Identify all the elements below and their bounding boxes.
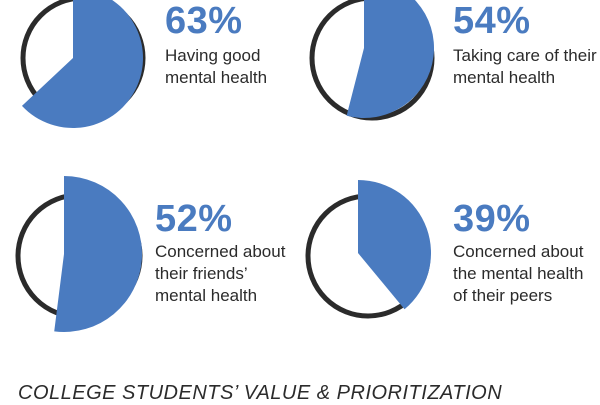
stat-label-3-line-3: mental health (155, 286, 258, 305)
stat-label-4-line-3: of their peers (453, 286, 553, 305)
stat-label-3-line-1: Concerned about (155, 242, 286, 261)
stat-label-2-line-1: Taking care of their (453, 46, 597, 65)
stat-label-1-line-1: Having good (165, 46, 261, 65)
pie-slice-4 (358, 180, 432, 310)
footer-title: COLLEGE STUDENTS’ VALUE & PRIORITIZATION (18, 382, 503, 404)
stat-label-3-line-2: their friends’ (155, 264, 248, 283)
percent-value-1: 63% (165, 0, 243, 42)
pie-slice-3 (54, 175, 143, 332)
stat-label-2-line-2: mental health (453, 68, 556, 87)
pie-slice-1 (21, 0, 143, 128)
stat-label-4-line-2: the mental health (453, 264, 584, 283)
percent-value-4: 39% (453, 198, 531, 240)
pie-slice-2 (346, 0, 434, 118)
percent-value-3: 52% (155, 198, 233, 240)
percent-value-2: 54% (453, 0, 531, 42)
stat-label-4-line-1: Concerned about (453, 242, 584, 261)
stat-label-1-line-2: mental health (165, 68, 268, 87)
